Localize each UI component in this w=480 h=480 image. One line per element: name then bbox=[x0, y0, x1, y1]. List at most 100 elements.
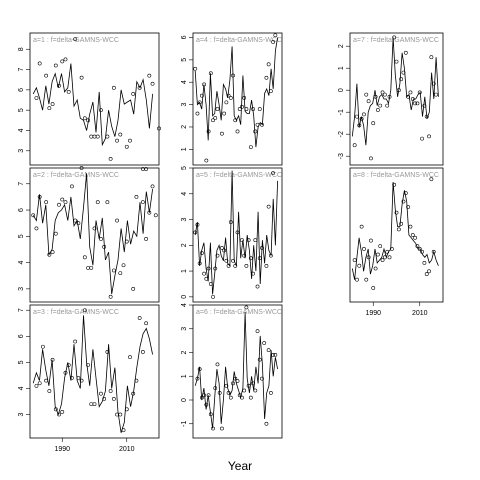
data-point bbox=[392, 35, 397, 40]
data-point bbox=[105, 200, 110, 205]
data-point bbox=[268, 390, 273, 395]
data-point bbox=[204, 276, 209, 281]
data-point bbox=[387, 255, 392, 260]
panel-title: a=3 : f=delta-GAMNS-WCC bbox=[33, 309, 119, 316]
data-point bbox=[242, 253, 247, 258]
data-point bbox=[271, 171, 276, 176]
fitted-line bbox=[194, 170, 278, 295]
y-tick-label: 0 bbox=[338, 88, 345, 92]
data-point bbox=[422, 103, 427, 108]
data-point bbox=[266, 62, 271, 67]
panel-title: a=7 : f=delta-GAMNS-WCC bbox=[353, 37, 439, 44]
data-point bbox=[244, 264, 249, 268]
y-tick-label: 5 bbox=[181, 58, 188, 62]
data-point bbox=[215, 107, 220, 111]
y-tick-label: 5 bbox=[18, 108, 25, 112]
data-point bbox=[251, 271, 255, 276]
data-point bbox=[362, 112, 366, 117]
data-point bbox=[34, 96, 39, 100]
data-point bbox=[150, 81, 155, 86]
data-point bbox=[204, 402, 209, 407]
data-point bbox=[108, 157, 113, 161]
data-point bbox=[429, 177, 434, 182]
data-point bbox=[50, 102, 55, 106]
data-point bbox=[257, 107, 262, 111]
data-point bbox=[195, 222, 200, 227]
data-point bbox=[195, 111, 200, 116]
data-point bbox=[70, 376, 74, 380]
data-point bbox=[137, 85, 142, 90]
data-point bbox=[352, 143, 357, 148]
data-point bbox=[47, 252, 52, 257]
data-point bbox=[66, 89, 71, 94]
data-point bbox=[144, 167, 149, 171]
data-point bbox=[144, 237, 149, 241]
data-point bbox=[222, 248, 227, 253]
data-point bbox=[255, 284, 260, 289]
data-point bbox=[220, 426, 224, 431]
data-point bbox=[82, 255, 87, 260]
data-point bbox=[415, 244, 420, 249]
y-tick-label: -1 bbox=[181, 421, 188, 427]
data-point bbox=[434, 92, 438, 97]
data-point bbox=[408, 90, 413, 95]
data-point bbox=[60, 410, 65, 414]
data-point bbox=[82, 116, 87, 121]
data-point bbox=[427, 134, 431, 139]
data-point bbox=[150, 184, 155, 189]
data-point bbox=[396, 88, 401, 93]
data-point bbox=[231, 258, 235, 263]
x-tick-label: 2010 bbox=[119, 446, 135, 453]
y-tick-label: 2 bbox=[338, 44, 345, 48]
data-point bbox=[44, 378, 49, 383]
data-point bbox=[226, 93, 231, 98]
data-point bbox=[128, 355, 132, 360]
fitted-line bbox=[32, 63, 153, 147]
x-tick-label: 2010 bbox=[412, 310, 428, 317]
data-point bbox=[403, 50, 408, 55]
data-point bbox=[92, 402, 97, 406]
data-point bbox=[76, 221, 81, 226]
data-point bbox=[253, 238, 258, 243]
data-point bbox=[73, 218, 78, 223]
data-point bbox=[86, 363, 90, 367]
data-point bbox=[37, 61, 42, 66]
panel-frame bbox=[192, 304, 283, 439]
panel-2: a=2 : f=delta-GAMNS-WCC 3 4 5 6 7 bbox=[18, 166, 160, 303]
panel-title: a=2 : f=delta-GAMNS-WCC bbox=[33, 172, 119, 179]
data-point bbox=[118, 132, 123, 137]
data-point bbox=[403, 191, 408, 196]
y-tick-label: 5 bbox=[181, 166, 188, 170]
data-point bbox=[79, 75, 84, 80]
data-point bbox=[228, 395, 233, 400]
data-point bbox=[70, 184, 74, 189]
y-tick-label: 4 bbox=[18, 261, 25, 265]
y-tick-label: 4 bbox=[18, 386, 25, 390]
panel-7: a=7 : f=delta-GAMNS-WCC -3 -2 -1 0 1 2 bbox=[338, 32, 444, 166]
data-point bbox=[375, 252, 380, 257]
data-point bbox=[202, 82, 207, 87]
data-point bbox=[253, 388, 258, 393]
data-point bbox=[44, 200, 49, 205]
data-point bbox=[215, 362, 220, 367]
data-point bbox=[206, 393, 211, 398]
data-point bbox=[105, 350, 110, 354]
data-point bbox=[211, 426, 215, 431]
data-point bbox=[108, 389, 113, 393]
data-point bbox=[237, 107, 242, 111]
y-tick-label: 3 bbox=[181, 217, 188, 221]
data-point bbox=[410, 233, 415, 237]
data-point bbox=[266, 348, 271, 353]
data-point bbox=[378, 244, 383, 249]
y-tick-label: 5 bbox=[18, 360, 25, 364]
data-point bbox=[352, 258, 357, 263]
data-point bbox=[235, 379, 240, 383]
data-point bbox=[92, 226, 97, 231]
y-tick-label: 4 bbox=[181, 80, 188, 84]
data-point bbox=[373, 94, 378, 99]
data-point bbox=[92, 134, 97, 139]
data-point bbox=[206, 266, 211, 271]
y-tick-label: 6 bbox=[18, 334, 25, 338]
fitted-line bbox=[351, 37, 439, 146]
data-point bbox=[240, 395, 244, 400]
